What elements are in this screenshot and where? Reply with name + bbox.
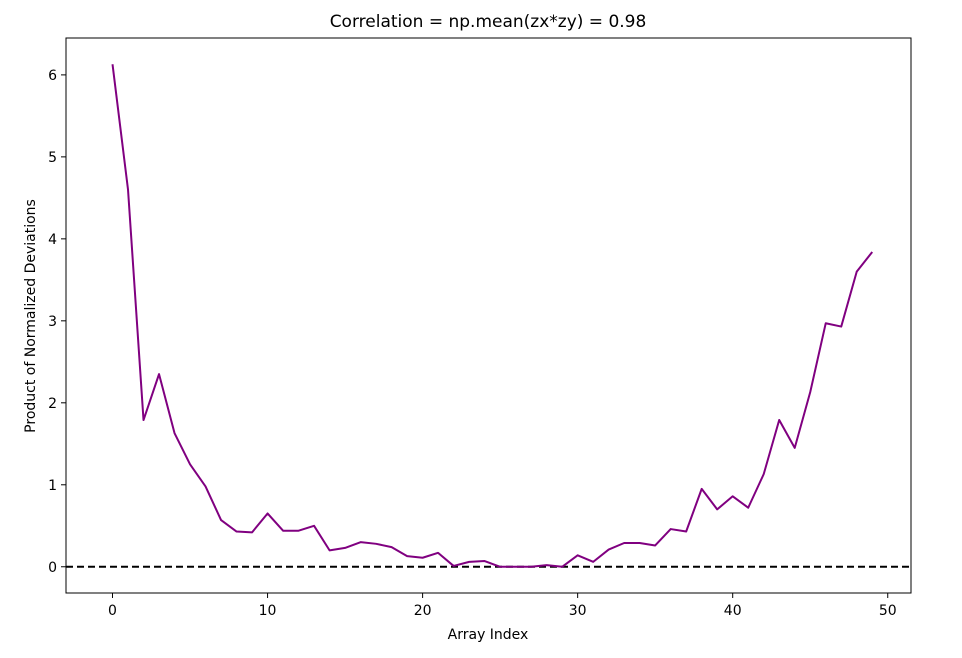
x-tick-label-40: 40 [724,603,742,619]
axes-frame [65,37,912,594]
x-tick-label-10: 10 [259,603,277,619]
x-axis-label: Array Index [448,627,529,643]
y-tick-label-2: 2 [48,396,57,412]
y-tick-label-3: 3 [48,314,57,330]
chart-title: Correlation = np.mean(zx*zy) = 0.98 [330,12,647,32]
x-tick-label-20: 20 [414,603,432,619]
y-tick-label-6: 6 [48,68,57,84]
series-line [111,64,874,568]
y-tick-label-1: 1 [48,478,57,494]
y-tick-label-4: 4 [48,232,57,248]
y-axis-label: Product of Normalized Deviations [23,199,39,433]
y-tick-label-5: 5 [48,150,57,166]
x-tick-label-30: 30 [569,603,587,619]
plot-area: 0 10 20 30 40 50 0 1 2 3 4 5 6 [48,37,912,619]
x-tick-label-0: 0 [108,603,117,619]
y-tick-label-0: 0 [48,560,57,576]
x-tick-label-50: 50 [879,603,897,619]
